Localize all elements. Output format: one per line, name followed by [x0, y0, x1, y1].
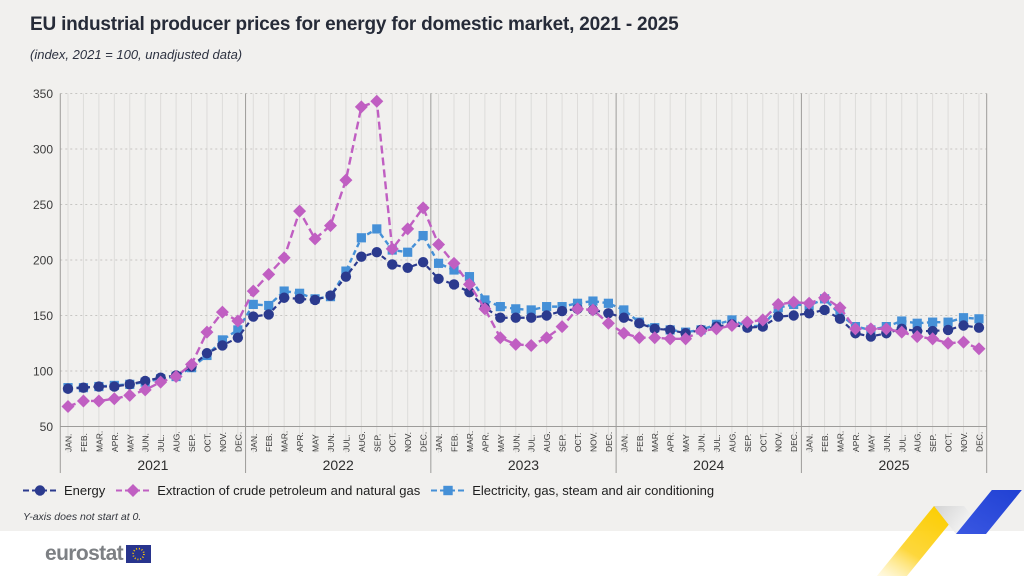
svg-text:MAY: MAY [866, 434, 876, 452]
svg-text:SEP.: SEP. [743, 434, 753, 452]
footer-strip [0, 531, 1024, 576]
eurostat-logo: eurostat [45, 542, 152, 565]
svg-text:2021: 2021 [137, 457, 168, 473]
electricity-series-marker-icon [431, 485, 466, 496]
svg-text:OCT.: OCT. [944, 433, 954, 452]
svg-text:MAY: MAY [311, 434, 321, 452]
svg-text:JAN.: JAN. [805, 434, 815, 452]
svg-text:DEC.: DEC. [974, 432, 984, 452]
svg-text:MAR.: MAR. [836, 431, 846, 452]
chart-canvas: 50 100 150 200 250 300 350 JAN. FEB. MAR. APR. MAY J… [33, 87, 988, 473]
zigzag-arrow-decoration-icon [876, 490, 1022, 576]
legend-label-energy: Energy [64, 483, 106, 498]
svg-text:MAY: MAY [681, 434, 691, 452]
eurostat-logo-text: eurostat [45, 542, 124, 565]
svg-text:APR.: APR. [480, 432, 490, 452]
crude-petroleum-series-marker-icon [116, 484, 151, 497]
svg-text:DEC.: DEC. [419, 432, 429, 452]
svg-text:OCT.: OCT. [388, 433, 398, 452]
svg-text:MAY: MAY [125, 434, 135, 452]
svg-text:APR.: APR. [851, 432, 861, 452]
svg-text:200: 200 [33, 254, 53, 268]
svg-text:AUG.: AUG. [172, 431, 182, 452]
svg-text:MAY: MAY [496, 434, 506, 452]
svg-text:MAR.: MAR. [280, 431, 290, 452]
svg-text:NOV.: NOV. [218, 432, 228, 452]
page-subtitle: (index, 2021 = 100, unadjusted data) [30, 47, 243, 62]
svg-text:SEP.: SEP. [928, 434, 938, 452]
svg-text:JUL.: JUL. [341, 435, 351, 452]
svg-text:NOV.: NOV. [959, 432, 969, 452]
svg-text:JAN.: JAN. [434, 434, 444, 452]
svg-text:JUL.: JUL. [712, 435, 722, 452]
svg-text:SEP.: SEP. [558, 434, 568, 452]
svg-text:APR.: APR. [295, 432, 305, 452]
svg-text:FEB.: FEB. [79, 433, 89, 452]
legend-label-crude-petroleum: Extraction of crude petroleum and natura… [157, 483, 421, 498]
svg-text:JUL.: JUL. [527, 435, 537, 452]
eu-flag-icon [126, 544, 152, 563]
svg-text:JUN.: JUN. [326, 433, 336, 452]
legend-item-crude-petroleum: Extraction of crude petroleum and natura… [116, 483, 420, 498]
svg-text:OCT.: OCT. [202, 433, 212, 452]
svg-text:FEB.: FEB. [820, 433, 830, 452]
svg-text:JAN.: JAN. [249, 434, 259, 452]
svg-text:2023: 2023 [508, 457, 539, 473]
svg-text:250: 250 [33, 198, 53, 212]
svg-text:JUN.: JUN. [511, 433, 521, 452]
svg-text:AUG.: AUG. [542, 431, 552, 452]
svg-text:NOV.: NOV. [774, 432, 784, 452]
svg-text:300: 300 [33, 143, 53, 157]
svg-text:DEC.: DEC. [604, 432, 614, 452]
energy-series-marker-icon [23, 485, 57, 496]
svg-text:2024: 2024 [693, 457, 724, 473]
svg-text:MAR.: MAR. [465, 431, 475, 452]
svg-text:APR.: APR. [666, 432, 676, 452]
svg-text:DEC.: DEC. [233, 432, 243, 452]
svg-text:SEP.: SEP. [187, 434, 197, 452]
svg-text:AUG.: AUG. [727, 431, 737, 452]
svg-text:DEC.: DEC. [789, 432, 799, 452]
svg-text:SEP.: SEP. [372, 434, 382, 452]
svg-text:2025: 2025 [878, 457, 909, 473]
svg-text:100: 100 [33, 365, 53, 379]
legend-label-electricity-gas: Electricity, gas, steam and air conditio… [472, 483, 715, 498]
svg-text:FEB.: FEB. [635, 433, 645, 452]
svg-text:FEB.: FEB. [450, 433, 460, 452]
svg-text:AUG.: AUG. [357, 431, 367, 452]
svg-text:2022: 2022 [323, 457, 354, 473]
svg-text:JUL.: JUL. [897, 435, 907, 452]
svg-text:MAR.: MAR. [94, 431, 104, 452]
svg-text:MAR.: MAR. [650, 431, 660, 452]
svg-text:JUN.: JUN. [882, 433, 892, 452]
svg-text:50: 50 [40, 420, 54, 434]
svg-text:OCT.: OCT. [758, 433, 768, 452]
svg-text:NOV.: NOV. [588, 432, 598, 452]
svg-text:OCT.: OCT. [573, 433, 583, 452]
legend-item-electricity-gas: Electricity, gas, steam and air conditio… [431, 483, 714, 498]
svg-text:NOV.: NOV. [403, 432, 413, 452]
legend-item-energy: Energy [23, 483, 105, 498]
svg-text:JUN.: JUN. [141, 433, 151, 452]
svg-text:JAN.: JAN. [619, 434, 629, 452]
svg-text:APR.: APR. [110, 432, 120, 452]
svg-text:350: 350 [33, 87, 53, 101]
svg-text:JUN.: JUN. [697, 433, 707, 452]
svg-text:AUG.: AUG. [913, 431, 923, 452]
svg-text:150: 150 [33, 309, 53, 323]
legend: Energy Extraction of crude petroleum and… [23, 483, 714, 498]
page-title: EU industrial producer prices for energy… [30, 14, 679, 35]
svg-text:JAN.: JAN. [64, 434, 74, 452]
svg-text:FEB.: FEB. [264, 433, 274, 452]
svg-text:JUL.: JUL. [156, 435, 166, 452]
y-axis-footnote: Y-axis does not start at 0. [23, 511, 142, 523]
